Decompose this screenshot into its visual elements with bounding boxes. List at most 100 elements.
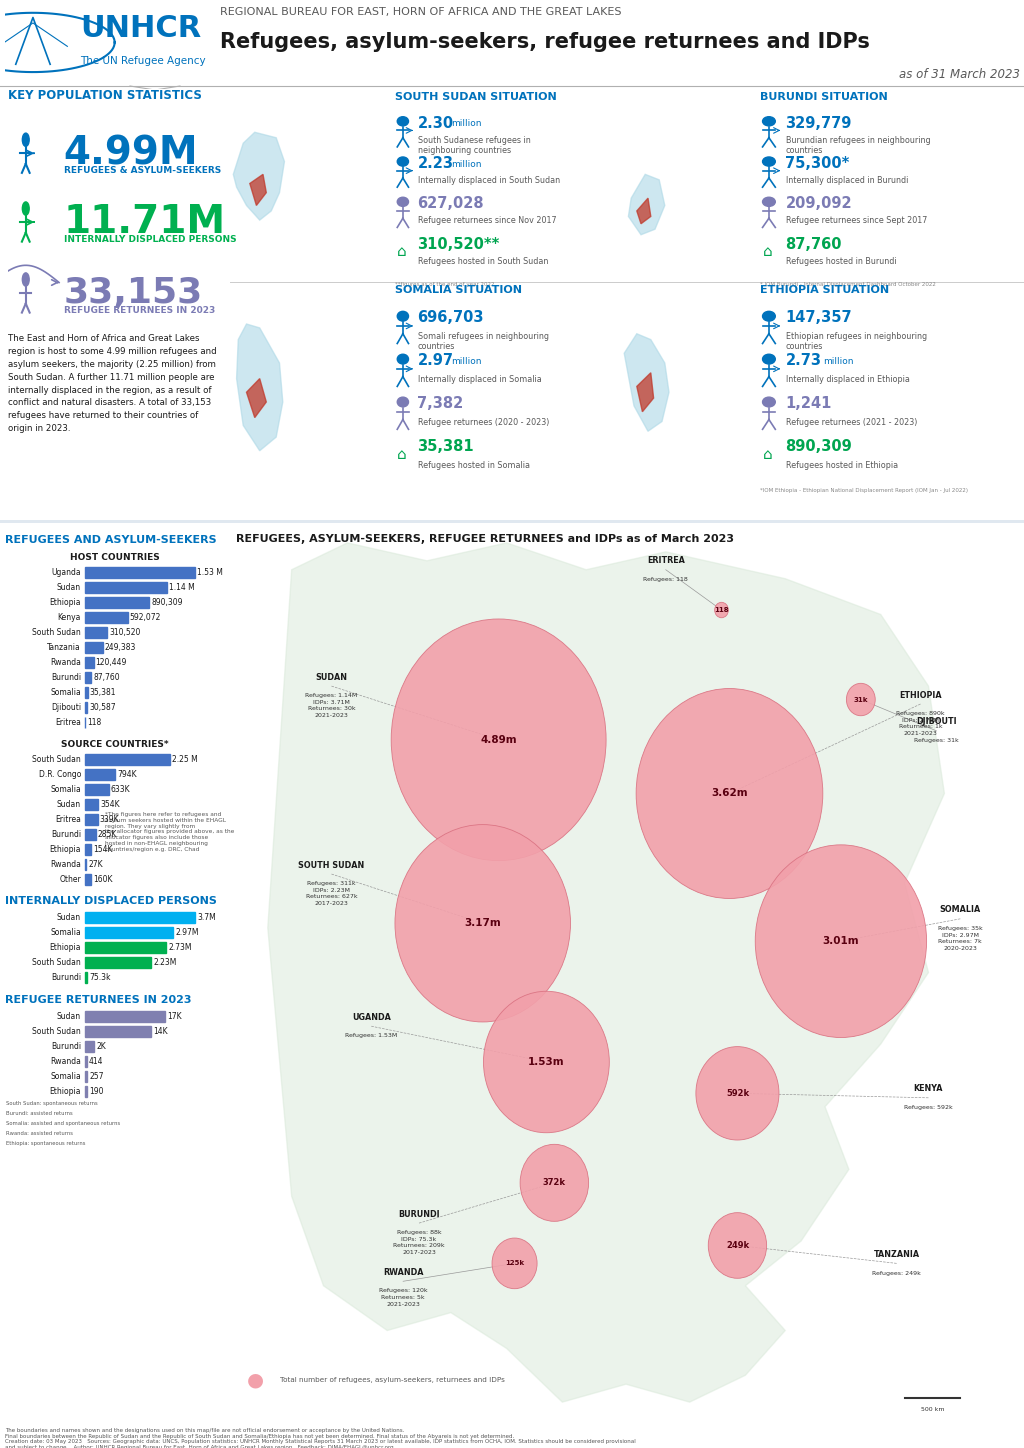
Polygon shape xyxy=(637,372,653,411)
Text: 4.99M: 4.99M xyxy=(63,135,198,172)
Text: million: million xyxy=(451,358,481,366)
Text: ⌂: ⌂ xyxy=(763,447,772,462)
Text: HOST COUNTRIES: HOST COUNTRIES xyxy=(70,553,160,562)
Text: 209,092: 209,092 xyxy=(785,197,852,211)
Bar xyxy=(85,799,98,809)
Text: 592,072: 592,072 xyxy=(130,613,161,623)
Text: Refugee returnees (2021 - 2023): Refugee returnees (2021 - 2023) xyxy=(785,417,916,427)
Circle shape xyxy=(847,683,876,715)
Bar xyxy=(85,1011,165,1022)
Text: **figures as of the end of year 2022: **figures as of the end of year 2022 xyxy=(395,282,495,287)
Text: 3.62m: 3.62m xyxy=(711,789,748,798)
Text: 310,520: 310,520 xyxy=(110,628,140,637)
Text: Refugees: 1.14M
IDPs: 3.71M
Returnees: 30k
2021-2023: Refugees: 1.14M IDPs: 3.71M Returnees: 3… xyxy=(305,694,357,718)
Text: 310,520**: 310,520** xyxy=(418,236,500,252)
Text: Internally displaced in South Sudan: Internally displaced in South Sudan xyxy=(418,177,560,185)
Circle shape xyxy=(23,201,29,216)
Text: 14K: 14K xyxy=(153,1027,168,1035)
Text: Sudan: Sudan xyxy=(57,584,81,592)
Text: 30,587: 30,587 xyxy=(89,702,116,712)
Text: Somalia: Somalia xyxy=(50,785,81,794)
Circle shape xyxy=(23,272,29,287)
Text: 154K: 154K xyxy=(93,846,113,854)
Text: The UN Refugee Agency: The UN Refugee Agency xyxy=(80,56,206,67)
Text: 87,760: 87,760 xyxy=(785,236,842,252)
Bar xyxy=(85,1056,87,1067)
Text: Ethiopia: Ethiopia xyxy=(49,598,81,607)
Text: 3.01m: 3.01m xyxy=(822,937,859,946)
Bar xyxy=(85,657,93,668)
Bar xyxy=(85,597,150,608)
Text: 35,381: 35,381 xyxy=(418,439,474,455)
Text: Refugees: 31k: Refugees: 31k xyxy=(914,738,958,743)
Circle shape xyxy=(763,311,775,321)
Text: The boundaries and names shown and the designations used on this map/file are no: The boundaries and names shown and the d… xyxy=(5,1428,404,1434)
Circle shape xyxy=(391,618,606,860)
Text: BURUNDI SITUATION: BURUNDI SITUATION xyxy=(760,93,888,101)
Circle shape xyxy=(636,689,823,898)
Text: 339K: 339K xyxy=(99,815,120,824)
Text: Rwanda: assisted returns: Rwanda: assisted returns xyxy=(6,1131,73,1137)
Bar xyxy=(85,627,108,639)
Text: Somalia: Somalia xyxy=(50,928,81,937)
Text: 285K: 285K xyxy=(97,830,117,838)
Text: South Sudan: South Sudan xyxy=(32,1027,81,1035)
Bar xyxy=(85,769,115,780)
Bar xyxy=(85,844,91,854)
Bar xyxy=(85,613,128,623)
Polygon shape xyxy=(233,132,285,220)
Text: as of 31 March 2023: as of 31 March 2023 xyxy=(899,68,1020,81)
Text: Refugees hosted in Somalia: Refugees hosted in Somalia xyxy=(418,460,529,469)
Text: 118: 118 xyxy=(87,718,101,727)
Bar xyxy=(85,875,91,885)
Text: Somalia: Somalia xyxy=(50,1072,81,1082)
Bar xyxy=(85,582,167,594)
Polygon shape xyxy=(629,174,665,235)
Text: Burundi: Burundi xyxy=(51,1043,81,1051)
Text: 2.25 M: 2.25 M xyxy=(172,754,198,765)
Circle shape xyxy=(492,1238,538,1289)
Text: Internally displaced in Ethiopia: Internally displaced in Ethiopia xyxy=(785,375,909,384)
Text: Eritrea: Eritrea xyxy=(55,815,81,824)
Polygon shape xyxy=(247,378,266,417)
Text: Burundian refugees in neighbouring
countries: Burundian refugees in neighbouring count… xyxy=(785,136,930,155)
Text: DJIBOUTI: DJIBOUTI xyxy=(916,717,956,727)
Text: REFUGEE RETURNEES IN 2023: REFUGEE RETURNEES IN 2023 xyxy=(5,995,191,1005)
Text: Burundi: Burundi xyxy=(51,673,81,682)
Bar xyxy=(85,957,152,969)
Bar xyxy=(85,672,91,683)
Text: 1.53m: 1.53m xyxy=(528,1057,564,1067)
Text: Refugee returnees since Nov 2017: Refugee returnees since Nov 2017 xyxy=(418,216,556,226)
Circle shape xyxy=(395,824,570,1022)
Bar xyxy=(85,1086,87,1098)
Text: South Sudan: spontaneous returns: South Sudan: spontaneous returns xyxy=(6,1100,97,1106)
Text: 2.97M: 2.97M xyxy=(175,928,199,937)
Text: Djibouti: Djibouti xyxy=(51,702,81,712)
Circle shape xyxy=(397,197,409,207)
Text: Refugees: 249k: Refugees: 249k xyxy=(872,1270,921,1276)
Text: REFUGEES & ASYLUM-SEEKERS: REFUGEES & ASYLUM-SEEKERS xyxy=(63,167,221,175)
Text: 190: 190 xyxy=(89,1087,103,1096)
Text: million: million xyxy=(823,358,854,366)
Text: 125k: 125k xyxy=(505,1260,524,1267)
Text: INTERNALLY DISPLACED PERSONS: INTERNALLY DISPLACED PERSONS xyxy=(63,235,237,245)
Circle shape xyxy=(397,311,409,321)
Text: Burundi: Burundi xyxy=(51,830,81,838)
Polygon shape xyxy=(637,198,651,224)
Text: *IOM Ethiopia - Ethiopian National Displacement Report (IOM Jan - Jul 2022): *IOM Ethiopia - Ethiopian National Displ… xyxy=(760,488,968,492)
Text: Internally displaced in Burundi: Internally displaced in Burundi xyxy=(785,177,908,185)
Text: REFUGEES AND ASYLUM-SEEKERS: REFUGEES AND ASYLUM-SEEKERS xyxy=(5,534,217,544)
Text: ⌂: ⌂ xyxy=(397,447,407,462)
Bar xyxy=(85,754,170,765)
Text: UGANDA: UGANDA xyxy=(352,1012,391,1022)
Text: Refugees: 120k
Returnees: 5k
2021-2023: Refugees: 120k Returnees: 5k 2021-2023 xyxy=(379,1289,427,1306)
Text: 87,760: 87,760 xyxy=(93,673,120,682)
Circle shape xyxy=(763,355,775,363)
Circle shape xyxy=(756,844,927,1038)
Text: 35,381: 35,381 xyxy=(89,688,116,696)
Text: KENYA: KENYA xyxy=(913,1085,943,1093)
Bar xyxy=(85,568,195,578)
Text: ETHIOPIA SITUATION: ETHIOPIA SITUATION xyxy=(760,285,889,295)
Text: 75,300*: 75,300* xyxy=(785,156,850,171)
Circle shape xyxy=(397,117,409,126)
